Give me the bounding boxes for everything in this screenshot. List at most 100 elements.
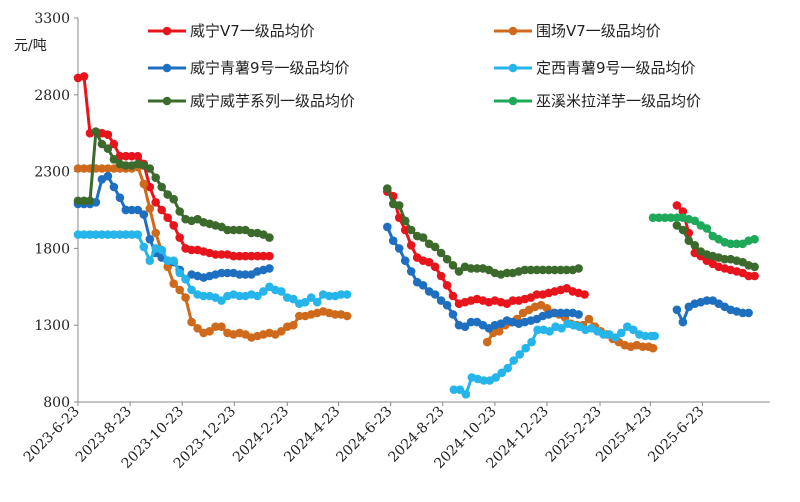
data-point	[544, 265, 553, 275]
data-point	[151, 173, 160, 182]
data-point	[79, 72, 89, 81]
data-point	[532, 265, 542, 275]
data-point	[157, 205, 166, 215]
data-point	[127, 205, 137, 215]
legend-label: 巫溪米拉洋芋一级品均价	[536, 92, 701, 110]
legend-label: 威宁青薯9号一级品均价	[190, 59, 350, 77]
y-tick-label: 1300	[34, 318, 70, 334]
data-point	[430, 262, 440, 272]
data-point	[103, 130, 113, 139]
data-point	[702, 296, 712, 305]
data-point	[175, 285, 184, 295]
data-point	[678, 225, 688, 235]
data-point	[217, 250, 226, 259]
data-point	[509, 356, 518, 365]
data-point	[466, 317, 476, 327]
data-point	[388, 236, 398, 245]
data-point	[629, 325, 638, 335]
data-point	[139, 242, 149, 252]
data-point	[312, 297, 322, 307]
data-point	[545, 327, 554, 336]
data-point	[265, 233, 274, 242]
data-point	[259, 251, 268, 261]
data-point	[654, 213, 664, 222]
legend-swatch-marker	[162, 26, 172, 36]
data-point	[436, 271, 446, 281]
data-point	[336, 290, 346, 299]
data-point	[466, 264, 476, 273]
data-point	[690, 216, 700, 226]
data-point	[532, 290, 542, 299]
data-point	[259, 287, 268, 296]
data-point	[121, 161, 131, 170]
data-point	[638, 342, 647, 352]
data-point	[442, 281, 452, 290]
data-point	[187, 285, 196, 295]
data-point	[472, 264, 482, 273]
data-point	[277, 287, 286, 296]
legend-swatch-marker	[162, 63, 172, 73]
y-tick-label: 1800	[34, 241, 70, 257]
y-axis-unit-label: 元/吨	[14, 38, 47, 54]
data-point	[205, 327, 214, 336]
data-point	[521, 343, 530, 353]
data-point	[217, 322, 226, 332]
data-point	[418, 233, 428, 242]
data-point	[672, 305, 682, 315]
data-point	[163, 262, 172, 272]
y-tick-label: 2800	[34, 88, 70, 104]
data-point	[650, 331, 659, 341]
data-point	[744, 308, 753, 318]
data-point	[394, 244, 404, 253]
data-point	[648, 213, 658, 222]
series-6	[648, 213, 759, 249]
data-point	[85, 230, 95, 239]
data-point	[720, 254, 729, 264]
data-point	[181, 293, 190, 302]
data-point	[109, 139, 119, 149]
data-point	[73, 230, 83, 239]
data-point	[127, 230, 137, 239]
legend-item: 威宁威芋系列一级品均价	[148, 92, 355, 110]
data-point	[394, 201, 404, 210]
data-point	[666, 213, 676, 222]
legend-swatch-marker	[162, 96, 172, 106]
data-point	[235, 270, 244, 279]
data-point	[342, 311, 352, 321]
data-point	[383, 222, 392, 232]
data-point	[91, 230, 101, 239]
data-point	[235, 291, 244, 301]
data-point	[247, 251, 256, 261]
data-point	[193, 324, 202, 333]
data-point	[223, 268, 232, 278]
data-point	[121, 151, 131, 161]
data-point	[145, 204, 155, 213]
data-point	[744, 271, 753, 281]
data-point	[430, 290, 440, 299]
data-point	[556, 308, 565, 318]
data-point	[217, 268, 226, 278]
data-point	[550, 265, 559, 275]
data-point	[448, 261, 458, 270]
data-point	[187, 245, 196, 255]
data-point	[103, 230, 113, 239]
data-point	[295, 311, 304, 321]
data-point	[289, 320, 298, 330]
data-point	[580, 290, 589, 299]
data-point	[109, 155, 119, 164]
data-point	[599, 330, 608, 339]
data-point	[115, 230, 125, 239]
data-point	[508, 296, 518, 305]
data-point	[265, 264, 274, 273]
data-point	[211, 250, 220, 259]
data-point	[672, 213, 682, 222]
data-point	[574, 264, 583, 273]
data-point	[342, 290, 352, 299]
legend-item: 威宁青薯9号一级品均价	[148, 59, 350, 77]
data-point	[562, 265, 571, 275]
data-point	[562, 308, 571, 318]
data-point	[479, 376, 489, 385]
data-point	[109, 230, 119, 239]
data-point	[115, 193, 125, 202]
